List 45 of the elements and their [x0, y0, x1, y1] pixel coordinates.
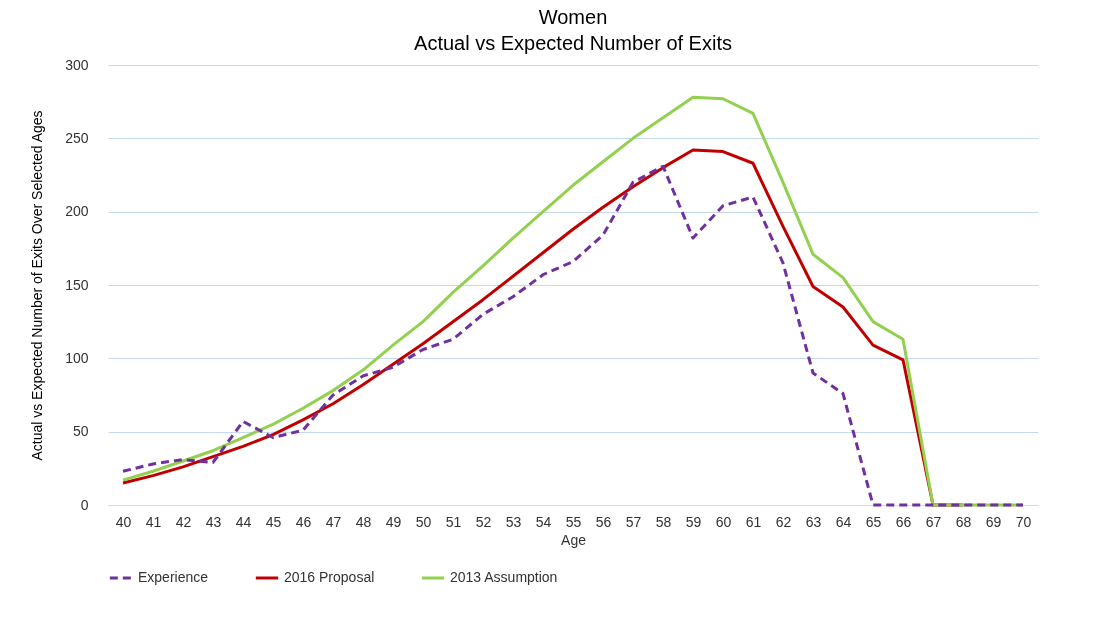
x-tick-label: 43: [205, 513, 222, 530]
x-tick-label: 45: [265, 513, 282, 530]
x-tick-label: 46: [295, 513, 312, 530]
x-tick-label: 51: [445, 513, 462, 530]
x-tick-label: 65: [865, 513, 882, 530]
x-tick-label: 53: [505, 513, 522, 530]
x-tick-label: 70: [1015, 513, 1032, 530]
x-tick-label: 59: [685, 513, 702, 530]
x-tick-label: 66: [895, 513, 912, 530]
text: Actual vs Expected Number of Exits: [414, 32, 732, 54]
x-tick-label: 62: [775, 513, 792, 530]
y-tick-label: 300: [65, 56, 89, 73]
x-tick-label: 50: [415, 513, 432, 530]
x-tick-label: 58: [655, 513, 672, 530]
x-tick-label: 52: [475, 513, 492, 530]
x-tick-label: 54: [535, 513, 552, 530]
x-tick-label: 55: [565, 513, 582, 530]
x-tick-label: 67: [925, 513, 942, 530]
y-tick-label: 200: [65, 203, 89, 220]
x-tick-label: 64: [835, 513, 852, 530]
x-tick-label: 63: [805, 513, 822, 530]
x-tick-label: 48: [355, 513, 372, 530]
x-tick-label: 57: [625, 513, 642, 530]
x-tick-label: 69: [985, 513, 1002, 530]
y-axis-title: Actual vs Expected Number of Exits Over Selected Ages: [29, 110, 46, 461]
y-tick-label: 100: [65, 349, 89, 366]
x-tick-label: 47: [325, 513, 342, 530]
y-tick-label: 250: [65, 129, 89, 146]
x-tick-label: 41: [145, 513, 162, 530]
x-tick-label: 44: [235, 513, 252, 530]
x-tick-label: 49: [385, 513, 402, 530]
x-tick-label: 61: [745, 513, 762, 530]
legend-label: 2013 Assumption: [450, 569, 558, 585]
x-tick-label: 60: [715, 513, 732, 530]
y-tick-label: 50: [72, 423, 89, 440]
x-tick-label: 68: [955, 513, 972, 530]
legend-label: Experience: [138, 569, 209, 585]
x-axis-title: Age: [561, 531, 587, 548]
x-tick-label: 56: [595, 513, 612, 530]
legend-label: 2016 Proposal: [284, 569, 375, 585]
y-tick-label: 150: [65, 276, 89, 293]
text: Women: [538, 6, 608, 28]
x-tick-label: 40: [115, 513, 132, 530]
x-tick-label: 42: [175, 513, 192, 530]
y-tick-label: 0: [80, 496, 89, 513]
